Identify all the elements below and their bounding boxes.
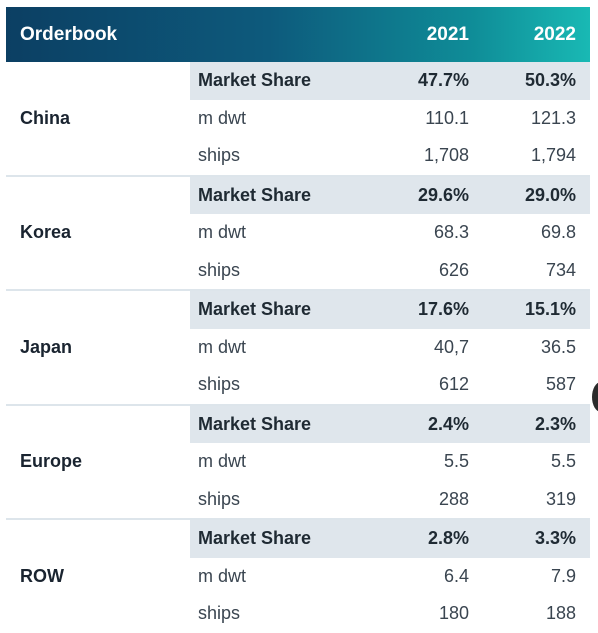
value-2021: 110.1 [425, 107, 469, 128]
region-group: Japan Market Share 17.6% 15.1% m dwt 40,7 36.5… [6, 291, 590, 406]
row-label: ships [198, 259, 241, 280]
region-name: Europe [20, 451, 83, 472]
region-group: Europe Market Share 2.4% 2.3% m dwt 5.5 5.5 shi… [6, 405, 590, 520]
region-name: Korea [20, 222, 72, 243]
header-title: Orderbook [20, 23, 118, 45]
table-row: m dwt 68.3 69.8 [190, 214, 590, 252]
table-row: ships 1,708 1,794 [190, 137, 590, 175]
value-2022: 5.5 [550, 451, 576, 472]
region-groups: China Market Share 47.7% 50.3% m dwt 110.1 121… [6, 62, 590, 633]
row-label: ships [198, 374, 241, 395]
row-label: m dwt [198, 336, 247, 357]
row-label: Market Share [198, 528, 312, 549]
table-row: m dwt 110.1 121.3 [190, 100, 590, 138]
value-2021: 612 [438, 374, 469, 395]
value-2021: 17.6% [417, 299, 469, 320]
value-2021: 6.4 [443, 565, 469, 586]
row-label: Market Share [198, 299, 312, 320]
orderbook-table: Orderbook 2021 2022 China Market Share 47.… [6, 7, 590, 633]
row-label: ships [198, 488, 241, 509]
table-row: m dwt 5.5 5.5 [190, 443, 590, 481]
table-row: ships 180 188 [190, 595, 590, 633]
row-label: Market Share [198, 184, 312, 205]
header-year-2021: 2021 [426, 23, 469, 45]
region-group: ROW Market Share 2.8% 3.3% m dwt 6.4 7.9 ships 1… [6, 520, 590, 633]
value-2022: 587 [545, 374, 576, 395]
header-year-2022: 2022 [533, 23, 576, 45]
region-rows: Market Share 29.6% 29.0% m dwt 68.3 69.8 ships… [190, 176, 590, 290]
value-2021: 626 [438, 259, 469, 280]
table-row: m dwt 40,7 36.5 [190, 329, 590, 367]
value-2021: 2.8% [427, 528, 469, 549]
row-label: Market Share [198, 413, 312, 434]
row-label: m dwt [198, 222, 247, 243]
value-2022: 319 [545, 488, 576, 509]
value-2021: 29.6% [417, 184, 469, 205]
market-share-row: Market Share 47.7% 50.3% [190, 62, 590, 100]
value-2022: 50.3% [524, 70, 576, 91]
row-label: m dwt [198, 107, 247, 128]
value-2021: 5.5 [443, 451, 469, 472]
row-label: ships [198, 603, 241, 624]
region-name: Japan [20, 336, 73, 357]
value-2022: 29.0% [524, 184, 576, 205]
table-row: ships 626 734 [190, 252, 590, 290]
value-2022: 7.9 [550, 565, 576, 586]
market-share-row: Market Share 17.6% 15.1% [190, 291, 590, 329]
value-2022: 36.5 [540, 336, 576, 357]
region-group: China Market Share 47.7% 50.3% m dwt 110.1 121… [6, 62, 590, 177]
value-2022: 121.3 [530, 107, 576, 128]
market-share-row: Market Share 29.6% 29.0% [190, 176, 590, 214]
value-2021: 180 [438, 603, 469, 624]
region-rows: Market Share 17.6% 15.1% m dwt 40,7 36.5 ships… [190, 291, 590, 404]
value-2021: 40,7 [433, 336, 469, 357]
table-row: ships 612 587 [190, 366, 590, 404]
value-2022: 188 [545, 603, 576, 624]
market-share-row: Market Share 2.4% 2.3% [190, 405, 590, 443]
market-share-row: Market Share 2.8% 3.3% [190, 520, 590, 558]
scroll-handle-icon[interactable] [592, 382, 598, 412]
table-header: Orderbook 2021 2022 [6, 7, 590, 62]
region-rows: Market Share 47.7% 50.3% m dwt 110.1 121.3 shi… [190, 62, 590, 175]
row-label: m dwt [198, 451, 247, 472]
value-2022: 69.8 [540, 222, 576, 243]
table-row: ships 288 319 [190, 481, 590, 519]
region-rows: Market Share 2.4% 2.3% m dwt 5.5 5.5 ships 288 3… [190, 405, 590, 519]
value-2022: 15.1% [524, 299, 576, 320]
region-name: ROW [20, 565, 64, 586]
table-row: m dwt 6.4 7.9 [190, 558, 590, 596]
row-label: ships [198, 145, 241, 166]
region-rows: Market Share 2.8% 3.3% m dwt 6.4 7.9 ships 180 1… [190, 520, 590, 633]
region-group: Korea Market Share 29.6% 29.0% m dwt 68.3 69.8… [6, 176, 590, 291]
region-name: China [20, 107, 71, 128]
value-2022: 1,794 [530, 145, 576, 166]
value-2021: 68.3 [433, 222, 469, 243]
value-2022: 734 [545, 259, 576, 280]
value-2022: 2.3% [534, 413, 576, 434]
value-2021: 47.7% [417, 70, 469, 91]
value-2021: 288 [438, 488, 469, 509]
value-2022: 3.3% [534, 528, 576, 549]
value-2021: 1,708 [423, 145, 469, 166]
row-label: Market Share [198, 70, 312, 91]
row-label: m dwt [198, 565, 247, 586]
value-2021: 2.4% [427, 413, 469, 434]
